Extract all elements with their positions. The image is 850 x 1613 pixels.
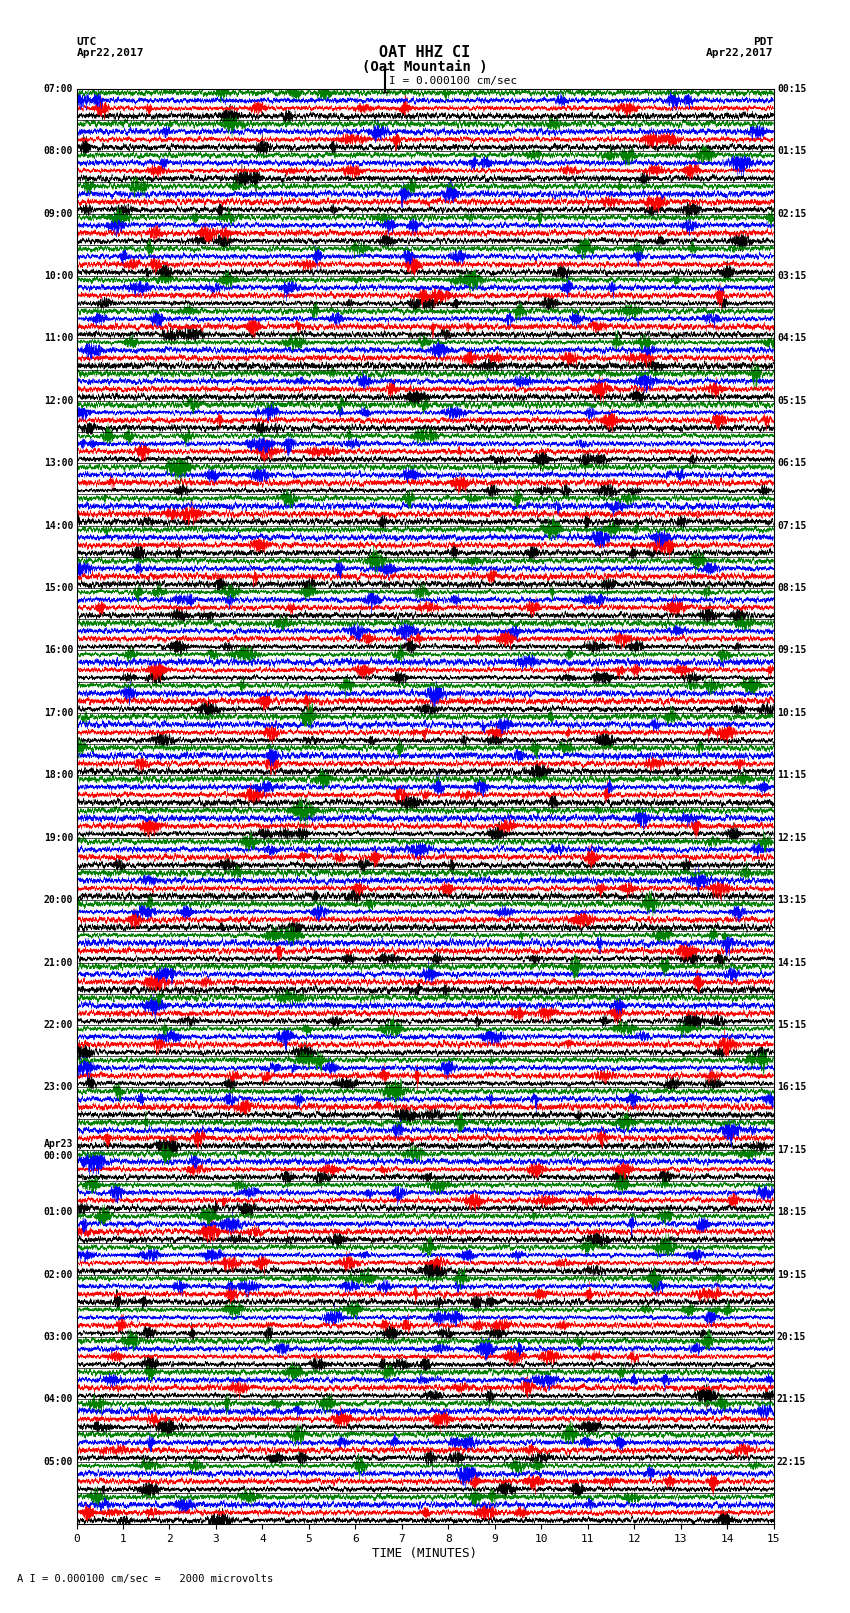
Text: 01:00: 01:00: [43, 1207, 73, 1218]
Text: 13:15: 13:15: [777, 895, 807, 905]
Text: 17:00: 17:00: [43, 708, 73, 718]
Text: I = 0.000100 cm/sec: I = 0.000100 cm/sec: [389, 76, 518, 85]
Text: 10:15: 10:15: [777, 708, 807, 718]
Text: 08:15: 08:15: [777, 582, 807, 594]
Text: 05:00: 05:00: [43, 1457, 73, 1466]
Text: A I = 0.000100 cm/sec =   2000 microvolts: A I = 0.000100 cm/sec = 2000 microvolts: [17, 1574, 273, 1584]
Text: 11:00: 11:00: [43, 334, 73, 344]
Text: 23:00: 23:00: [43, 1082, 73, 1092]
Text: 07:15: 07:15: [777, 521, 807, 531]
X-axis label: TIME (MINUTES): TIME (MINUTES): [372, 1547, 478, 1560]
Text: Apr22,2017: Apr22,2017: [76, 48, 144, 58]
Text: 21:00: 21:00: [43, 958, 73, 968]
Text: 12:00: 12:00: [43, 395, 73, 406]
Text: 10:00: 10:00: [43, 271, 73, 281]
Text: 17:15: 17:15: [777, 1145, 807, 1155]
Text: 12:15: 12:15: [777, 832, 807, 842]
Text: Apr23
00:00: Apr23 00:00: [43, 1139, 73, 1161]
Text: 20:15: 20:15: [777, 1332, 807, 1342]
Text: 18:15: 18:15: [777, 1207, 807, 1218]
Text: 15:15: 15:15: [777, 1019, 807, 1031]
Text: 08:00: 08:00: [43, 147, 73, 156]
Text: 04:00: 04:00: [43, 1395, 73, 1405]
Text: Apr22,2017: Apr22,2017: [706, 48, 774, 58]
Text: 19:00: 19:00: [43, 832, 73, 842]
Text: 02:00: 02:00: [43, 1269, 73, 1279]
Text: UTC: UTC: [76, 37, 97, 47]
Text: 05:15: 05:15: [777, 395, 807, 406]
Text: 00:15: 00:15: [777, 84, 807, 94]
Text: 09:00: 09:00: [43, 208, 73, 218]
Text: 15:00: 15:00: [43, 582, 73, 594]
Text: (Oat Mountain ): (Oat Mountain ): [362, 60, 488, 74]
Text: 16:00: 16:00: [43, 645, 73, 655]
Text: 04:15: 04:15: [777, 334, 807, 344]
Text: 02:15: 02:15: [777, 208, 807, 218]
Text: 13:00: 13:00: [43, 458, 73, 468]
Text: 09:15: 09:15: [777, 645, 807, 655]
Text: 03:00: 03:00: [43, 1332, 73, 1342]
Text: 22:00: 22:00: [43, 1019, 73, 1031]
Text: 14:00: 14:00: [43, 521, 73, 531]
Text: 11:15: 11:15: [777, 771, 807, 781]
Text: 06:15: 06:15: [777, 458, 807, 468]
Text: OAT HHZ CI: OAT HHZ CI: [379, 45, 471, 60]
Text: 03:15: 03:15: [777, 271, 807, 281]
Text: PDT: PDT: [753, 37, 774, 47]
Text: 01:15: 01:15: [777, 147, 807, 156]
Text: 22:15: 22:15: [777, 1457, 807, 1466]
Text: 16:15: 16:15: [777, 1082, 807, 1092]
Text: 20:00: 20:00: [43, 895, 73, 905]
Text: 19:15: 19:15: [777, 1269, 807, 1279]
Text: 07:00: 07:00: [43, 84, 73, 94]
Text: 14:15: 14:15: [777, 958, 807, 968]
Text: 18:00: 18:00: [43, 771, 73, 781]
Text: 21:15: 21:15: [777, 1395, 807, 1405]
